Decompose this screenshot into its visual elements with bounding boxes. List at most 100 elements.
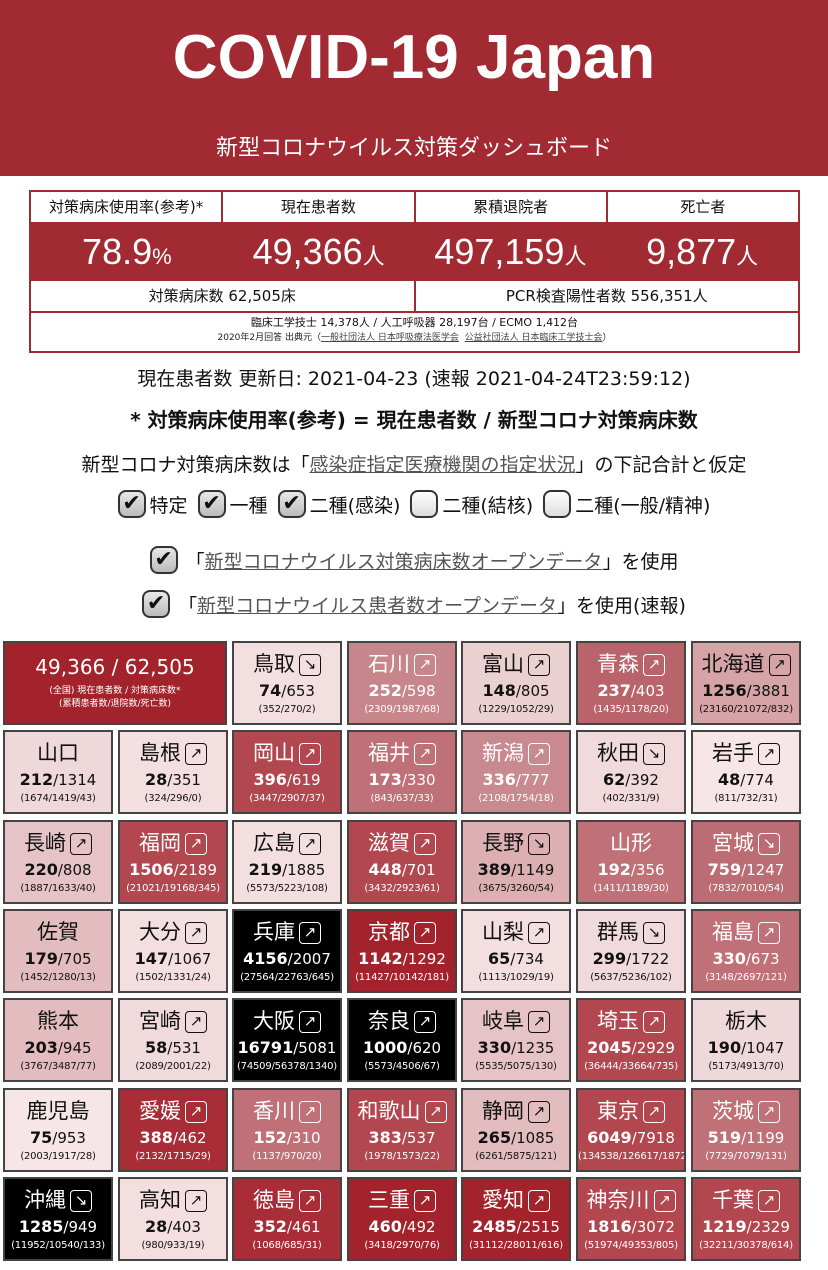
cumulative-detail: (3447/2907/37) — [249, 793, 325, 804]
cumulative-detail: (1411/1189/30) — [593, 883, 669, 894]
prefecture-name: 岡山 ↗ — [234, 740, 340, 766]
patients-beds: 1219/2329 — [702, 1217, 790, 1236]
prefecture-card[interactable]: 和歌山 ↗ 383/537 (1978/1573/22) — [347, 1088, 457, 1172]
cumulative-detail: (74509/56378/1340) — [236, 1061, 337, 1072]
patients-beds: 330/1235 — [477, 1038, 555, 1057]
prefecture-card[interactable]: 宮城 ↘ 759/1247 (7832/7010/54) — [691, 820, 801, 904]
prefecture-card[interactable]: 宮崎 ↗ 58/531 (2089/2001/22) — [118, 998, 228, 1082]
prefecture-card[interactable]: 富山 ↗ 148/805 (1229/1052/29) — [461, 641, 571, 725]
prefecture-name: 北海道 ↗ — [693, 651, 799, 677]
checkbox-icon[interactable]: ✔ — [117, 490, 146, 518]
prefecture-card[interactable]: 長崎 ↗ 220/808 (1887/1633/40) — [3, 820, 113, 904]
prefecture-card[interactable]: 山梨 ↗ 65/734 (1113/1029/19) — [461, 909, 571, 993]
beds-opendata-link[interactable]: 新型コロナウイルス対策病床数オープンデータ — [204, 550, 603, 573]
trend-arrow-icon: ↗ — [70, 833, 92, 855]
prefecture-name: 長野 ↘ — [463, 830, 569, 856]
prefecture-card[interactable]: 栃木 190/1047 (5173/4913/70) — [691, 998, 801, 1082]
prefecture-card[interactable]: 千葉 ↗ 1219/2329 (32211/30378/614) — [691, 1177, 801, 1261]
checkbox-icon[interactable]: ✔ — [149, 546, 178, 574]
prefecture-card[interactable]: 東京 ↗ 6049/7918 (134538/126617/1872) — [576, 1088, 686, 1172]
bed-usage-value: 78.9% — [82, 231, 172, 272]
checkbox-tokutei[interactable]: ✔ 特定 — [117, 490, 188, 518]
source-link-jacet[interactable]: 公益社団法人 日本臨床工学技士会 — [464, 333, 603, 343]
prefecture-card[interactable]: 静岡 ↗ 265/1085 (6261/5875/121) — [461, 1088, 571, 1172]
checkbox-icon[interactable] — [543, 490, 572, 518]
prefecture-card[interactable]: 熊本 203/945 (3767/3487/77) — [3, 998, 113, 1082]
cumulative-detail: (3675/3260/54) — [478, 883, 554, 894]
prefecture-card[interactable]: 北海道 ↗ 1256/3881 (23160/21072/832) — [691, 641, 801, 725]
prefecture-card[interactable]: 奈良 ↗ 1000/620 (5573/4506/67) — [347, 998, 457, 1082]
checkbox-isshu[interactable]: ✔ 一種 — [197, 490, 268, 518]
discharged-label: 累積退院者 — [416, 192, 608, 222]
prefecture-card[interactable]: 鳥取 ↘ 74/653 (352/270/2) — [232, 641, 342, 725]
prefecture-card[interactable]: 香川 ↗ 152/310 (1137/970/20) — [232, 1088, 342, 1172]
checkbox-nishu-kekkaku[interactable]: 二種(結核) — [410, 490, 533, 518]
checkbox-nishu-kansen[interactable]: ✔ 二種(感染) — [277, 490, 400, 518]
prefecture-card[interactable]: 鹿児島 75/953 (2003/1917/28) — [3, 1088, 113, 1172]
prefecture-card[interactable]: 山形 192/356 (1411/1189/30) — [576, 820, 686, 904]
patients-beds: 1506/2189 — [129, 860, 217, 879]
prefecture-card[interactable]: 青森 ↗ 237/403 (1435/1178/20) — [576, 641, 686, 725]
checkbox-icon[interactable]: ✔ — [197, 490, 226, 518]
prefecture-card[interactable]: 徳島 ↗ 352/461 (1068/685/31) — [232, 1177, 342, 1261]
total-beds: 対策病床数 62,505床 — [31, 281, 416, 311]
trend-arrow-icon: ↗ — [185, 1101, 207, 1123]
bed-usage-label: 対策病床使用率(参考)* — [31, 192, 224, 222]
prefecture-card[interactable]: 石川 ↗ 252/598 (2309/1987/68) — [347, 641, 457, 725]
prefecture-card[interactable]: 広島 ↗ 219/1885 (5573/5223/108) — [232, 820, 342, 904]
source-info: 2020年2月回答 出典元（一般社団法人 日本呼吸療法医学会 公益社団法人 日本… — [217, 333, 612, 343]
patients-opendata-link[interactable]: 新型コロナウイルス患者数オープンデータ — [197, 594, 558, 617]
prefecture-card[interactable]: 滋賀 ↗ 448/701 (3432/2923/61) — [347, 820, 457, 904]
designation-link[interactable]: 感染症指定医療機関の指定状況 — [309, 454, 576, 476]
prefecture-card[interactable]: 新潟 ↗ 336/777 (2108/1754/18) — [461, 730, 571, 814]
prefecture-card[interactable]: 岡山 ↗ 396/619 (3447/2907/37) — [232, 730, 342, 814]
prefecture-card[interactable]: 秋田 ↘ 62/392 (402/331/9) — [576, 730, 686, 814]
cumulative-detail: (1113/1029/19) — [478, 972, 554, 983]
prefecture-card[interactable]: 愛媛 ↗ 388/462 (2132/1715/29) — [118, 1088, 228, 1172]
prefecture-card[interactable]: 兵庫 ↗ 4156/2007 (27564/22763/645) — [232, 909, 342, 993]
cumulative-detail: (980/933/19) — [141, 1240, 205, 1251]
prefecture-card[interactable]: 福岡 ↗ 1506/2189 (21021/19168/345) — [118, 820, 228, 904]
patients-beds: 58/531 — [145, 1038, 201, 1057]
trend-arrow-icon: ↗ — [185, 743, 207, 765]
prefecture-card[interactable]: 沖縄 ↘ 1285/949 (11952/10540/133) — [3, 1177, 113, 1261]
prefecture-card[interactable]: 長野 ↘ 389/1149 (3675/3260/54) — [461, 820, 571, 904]
patients-beds: 147/1067 — [134, 949, 212, 968]
prefecture-card[interactable]: 高知 ↗ 28/403 (980/933/19) — [118, 1177, 228, 1261]
beds-note: 新型コロナ対策病床数は「感染症指定医療機関の指定状況」の下記合計と仮定 — [81, 454, 747, 476]
prefecture-card[interactable]: 福島 ↗ 330/673 (3148/2697/121) — [691, 909, 801, 993]
patients-beds: 4156/2007 — [243, 949, 331, 968]
patients-beds: 173/330 — [368, 770, 436, 789]
prefecture-card[interactable]: 佐賀 179/705 (1452/1280/13) — [3, 909, 113, 993]
prefecture-card[interactable]: 三重 ↗ 460/492 (3418/2970/76) — [347, 1177, 457, 1261]
option-beds-opendata[interactable]: ✔ 「新型コロナウイルス対策病床数オープンデータ」を使用 — [0, 546, 828, 574]
patients-beds: 28/351 — [145, 770, 201, 789]
option-patients-opendata[interactable]: ✔ 「新型コロナウイルス患者数オープンデータ」を使用(速報) — [0, 590, 828, 618]
prefecture-card[interactable]: 福井 ↗ 173/330 (843/637/33) — [347, 730, 457, 814]
prefecture-card[interactable]: 京都 ↗ 1142/1292 (11427/10142/181) — [347, 909, 457, 993]
prefecture-name: 福岡 ↗ — [120, 830, 226, 856]
prefecture-card[interactable]: 愛知 ↗ 2485/2515 (31112/28011/616) — [461, 1177, 571, 1261]
prefecture-card[interactable]: 茨城 ↗ 519/1199 (7729/7079/131) — [691, 1088, 801, 1172]
source-link-jsrcm[interactable]: 一般社団法人 日本呼吸療法医学会 — [321, 333, 459, 343]
prefecture-card[interactable]: 埼玉 ↗ 2045/2929 (36444/33664/735) — [576, 998, 686, 1082]
patients-beds: 336/777 — [482, 770, 550, 789]
checkbox-icon[interactable]: ✔ — [142, 590, 171, 618]
patients-beds: 28/403 — [145, 1217, 201, 1236]
trend-arrow-icon: ↗ — [528, 1011, 550, 1033]
prefecture-card[interactable]: 群馬 ↘ 299/1722 (5637/5236/102) — [576, 909, 686, 993]
prefecture-card[interactable]: 山口 212/1314 (1674/1419/43) — [3, 730, 113, 814]
deaths-label: 死亡者 — [680, 198, 726, 216]
prefecture-card[interactable]: 大阪 ↗ 16791/5081 (74509/56378/1340) — [232, 998, 342, 1082]
prefecture-card[interactable]: 神奈川 ↗ 1816/3072 (51974/49353/805) — [576, 1177, 686, 1261]
prefecture-card[interactable]: 島根 ↗ 28/351 (324/296/0) — [118, 730, 228, 814]
prefecture-card[interactable]: 大分 ↗ 147/1067 (1502/1331/24) — [118, 909, 228, 993]
patients-beds: 396/619 — [253, 770, 321, 789]
checkbox-icon[interactable] — [410, 490, 439, 518]
checkbox-icon[interactable]: ✔ — [277, 490, 306, 518]
checkbox-nishu-ippan[interactable]: 二種(一般/精神) — [543, 490, 710, 518]
prefecture-name: 山口 — [37, 741, 79, 765]
cumulative-detail: (402/331/9) — [602, 793, 660, 804]
prefecture-card[interactable]: 岐阜 ↗ 330/1235 (5535/5075/130) — [461, 998, 571, 1082]
prefecture-card[interactable]: 岩手 ↗ 48/774 (811/732/31) — [691, 730, 801, 814]
